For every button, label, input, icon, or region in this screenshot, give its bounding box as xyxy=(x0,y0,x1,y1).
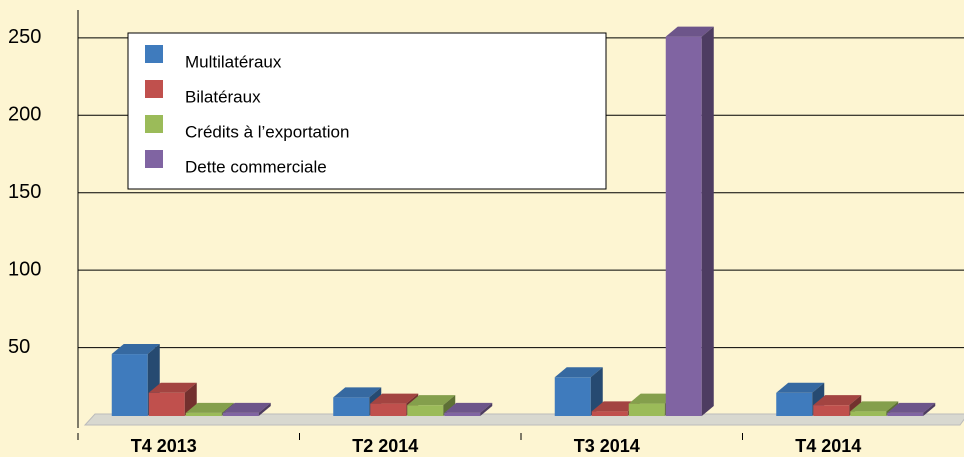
bar-front xyxy=(591,411,628,416)
bar-top xyxy=(148,382,197,393)
y-tick-label: 100 xyxy=(8,258,41,280)
legend-label: Multilatéraux xyxy=(185,52,282,71)
x-tick-label: T2 2014 xyxy=(352,436,418,456)
bar-front xyxy=(185,412,222,416)
floor xyxy=(83,413,964,426)
bar-front xyxy=(111,354,148,416)
bar xyxy=(554,367,603,416)
bar xyxy=(407,395,456,416)
bar-front xyxy=(850,411,887,416)
y-tick-label: 50 xyxy=(8,336,30,358)
legend-label: Crédits à l’exportation xyxy=(185,122,349,141)
bar-top xyxy=(333,387,382,398)
bar-top xyxy=(850,401,899,412)
bar-side xyxy=(923,402,936,416)
bar-top xyxy=(407,395,456,406)
bar-top xyxy=(628,393,677,404)
legend-swatch xyxy=(145,115,163,133)
bar xyxy=(222,402,271,416)
y-tick-label: 150 xyxy=(8,181,41,203)
bar-side xyxy=(701,26,714,417)
bar-top xyxy=(444,402,493,413)
bar-front xyxy=(370,403,407,416)
bar-top xyxy=(665,26,714,37)
legend-label: Bilatéraux xyxy=(185,87,261,106)
legend-swatch xyxy=(145,80,163,98)
bar-front xyxy=(776,392,813,416)
bar-front xyxy=(813,405,850,416)
bar-top xyxy=(813,395,862,406)
bar-top xyxy=(370,393,419,404)
legend-swatch xyxy=(145,150,163,168)
bar-front xyxy=(887,412,924,416)
bar xyxy=(776,382,825,416)
bar-front xyxy=(444,412,481,416)
bar-top xyxy=(554,367,603,378)
bar-top xyxy=(185,402,234,413)
bar-top xyxy=(887,402,936,413)
bar xyxy=(444,402,493,416)
bar-front xyxy=(148,392,185,416)
bar xyxy=(665,26,714,417)
bar-front xyxy=(665,36,702,417)
bar-top xyxy=(776,382,825,393)
x-tick-label: T4 2014 xyxy=(795,436,861,456)
x-tick-label: T4 2013 xyxy=(131,436,197,456)
bar-front xyxy=(407,405,444,416)
bar-front xyxy=(222,412,259,416)
bar-front xyxy=(333,397,370,416)
legend-box xyxy=(127,32,607,190)
bar-top xyxy=(111,344,160,355)
y-tick-label: 250 xyxy=(8,26,41,48)
bar-side xyxy=(480,402,493,416)
x-tick-label: T3 2014 xyxy=(574,436,640,456)
legend-swatch xyxy=(145,45,163,63)
bar-front xyxy=(554,377,591,416)
legend-label: Dette commerciale xyxy=(185,157,327,176)
bar-front xyxy=(628,403,665,416)
bar-top xyxy=(591,401,640,412)
bar xyxy=(887,402,936,416)
bar-side xyxy=(590,367,603,416)
bar-side xyxy=(258,402,271,416)
bar-side xyxy=(443,395,456,416)
bar xyxy=(148,382,197,416)
y-tick-label: 200 xyxy=(8,104,41,126)
bar-top xyxy=(222,402,271,413)
